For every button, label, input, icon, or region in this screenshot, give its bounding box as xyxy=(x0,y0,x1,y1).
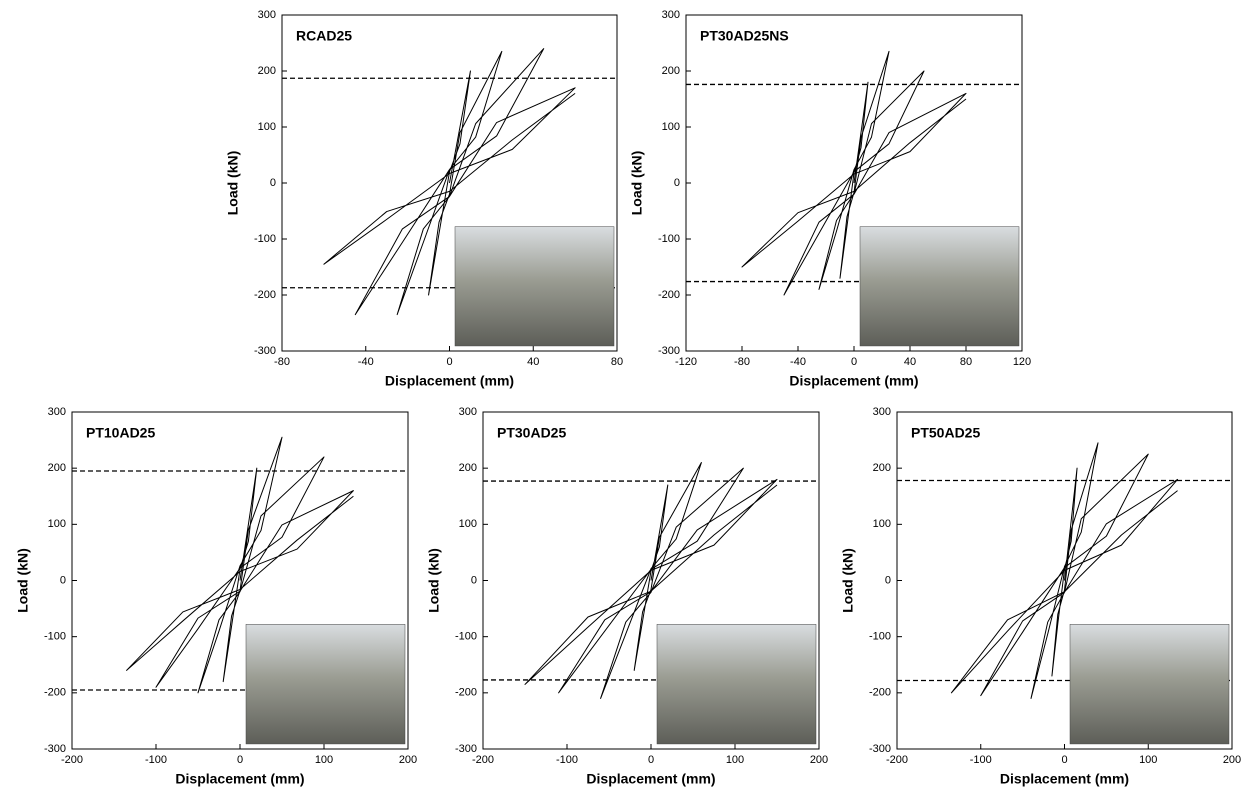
x-tick-label: 120 xyxy=(1013,356,1031,368)
y-tick-label: -200 xyxy=(869,687,891,699)
y-tick-label: -100 xyxy=(658,233,680,245)
y-tick-label: 300 xyxy=(459,406,477,418)
specimen-photo xyxy=(245,624,406,745)
y-tick-label: 100 xyxy=(48,518,66,530)
y-tick-label: 200 xyxy=(258,65,276,77)
x-axis-label: Displacement (mm) xyxy=(789,373,918,389)
y-tick-label: 100 xyxy=(258,121,276,133)
y-tick-label: 0 xyxy=(885,574,891,586)
hysteresis-curve xyxy=(741,50,967,296)
chart-title: PT50AD25 xyxy=(911,425,980,441)
x-tick-label: 80 xyxy=(611,356,623,368)
y-tick-label: -100 xyxy=(44,631,66,643)
chart-title: PT10AD25 xyxy=(86,425,155,441)
y-tick-label: 300 xyxy=(258,9,276,21)
x-tick-label: 0 xyxy=(648,754,654,766)
chart-title: PT30AD25 xyxy=(497,425,566,441)
y-tick-label: -300 xyxy=(658,345,680,357)
y-tick-label: 300 xyxy=(48,406,66,418)
specimen-photo xyxy=(1069,624,1230,745)
y-tick-label: 300 xyxy=(662,9,680,21)
y-axis-label: Load (kN) xyxy=(629,151,645,216)
specimen-photo xyxy=(656,624,817,745)
y-axis-label: Load (kN) xyxy=(426,548,442,613)
y-tick-label: 100 xyxy=(873,518,891,530)
y-tick-label: -300 xyxy=(254,345,276,357)
x-axis-label: Displacement (mm) xyxy=(175,771,304,787)
x-tick-label: 40 xyxy=(904,356,916,368)
x-tick-label: 100 xyxy=(726,754,744,766)
x-tick-label: 100 xyxy=(315,754,333,766)
y-tick-label: 200 xyxy=(873,462,891,474)
x-tick-label: 0 xyxy=(1061,754,1067,766)
x-tick-label: 0 xyxy=(446,356,452,368)
x-axis-label: Displacement (mm) xyxy=(1000,771,1129,787)
y-tick-label: 200 xyxy=(459,462,477,474)
y-tick-label: -100 xyxy=(254,233,276,245)
hysteresis-curve xyxy=(950,442,1179,699)
y-tick-label: -300 xyxy=(869,743,891,755)
x-tick-label: 200 xyxy=(810,754,828,766)
x-tick-label: -40 xyxy=(790,356,806,368)
y-tick-label: 100 xyxy=(459,518,477,530)
hysteresis-curve xyxy=(126,436,354,694)
y-axis-label: Load (kN) xyxy=(15,548,31,613)
y-tick-label: -200 xyxy=(455,687,477,699)
x-tick-label: 0 xyxy=(237,754,243,766)
x-tick-label: -120 xyxy=(675,356,697,368)
x-tick-label: 40 xyxy=(527,356,539,368)
x-tick-label: -80 xyxy=(274,356,290,368)
specimen-photo xyxy=(859,226,1020,347)
y-tick-label: 0 xyxy=(674,177,680,189)
y-tick-label: 100 xyxy=(662,121,680,133)
x-tick-label: 0 xyxy=(851,356,857,368)
x-tick-label: -80 xyxy=(734,356,750,368)
x-tick-label: -40 xyxy=(358,356,374,368)
y-tick-label: -100 xyxy=(455,631,477,643)
x-tick-label: 200 xyxy=(399,754,417,766)
chart-title: PT30AD25NS xyxy=(700,28,789,44)
x-tick-label: -200 xyxy=(886,754,908,766)
y-tick-label: -100 xyxy=(869,631,891,643)
x-tick-label: 100 xyxy=(1139,754,1157,766)
y-tick-label: 200 xyxy=(48,462,66,474)
y-tick-label: 0 xyxy=(60,574,66,586)
x-tick-label: 200 xyxy=(1223,754,1241,766)
x-axis-label: Displacement (mm) xyxy=(586,771,715,787)
x-tick-label: -200 xyxy=(472,754,494,766)
y-axis-label: Load (kN) xyxy=(840,548,856,613)
y-tick-label: 300 xyxy=(873,406,891,418)
y-tick-label: -300 xyxy=(455,743,477,755)
hysteresis-curve xyxy=(524,462,778,699)
y-tick-label: -200 xyxy=(254,289,276,301)
y-tick-label: 0 xyxy=(270,177,276,189)
x-tick-label: -200 xyxy=(61,754,83,766)
chart-title: RCAD25 xyxy=(296,28,352,44)
x-tick-label: 80 xyxy=(960,356,972,368)
specimen-photo xyxy=(454,226,615,347)
y-tick-label: -200 xyxy=(44,687,66,699)
y-tick-label: 200 xyxy=(662,65,680,77)
hysteresis-curve xyxy=(323,48,576,316)
y-tick-label: -300 xyxy=(44,743,66,755)
y-axis-label: Load (kN) xyxy=(225,151,241,216)
y-tick-label: -200 xyxy=(658,289,680,301)
x-tick-label: -100 xyxy=(556,754,578,766)
x-tick-label: -100 xyxy=(145,754,167,766)
x-tick-label: -100 xyxy=(970,754,992,766)
y-tick-label: 0 xyxy=(471,574,477,586)
x-axis-label: Displacement (mm) xyxy=(385,373,514,389)
